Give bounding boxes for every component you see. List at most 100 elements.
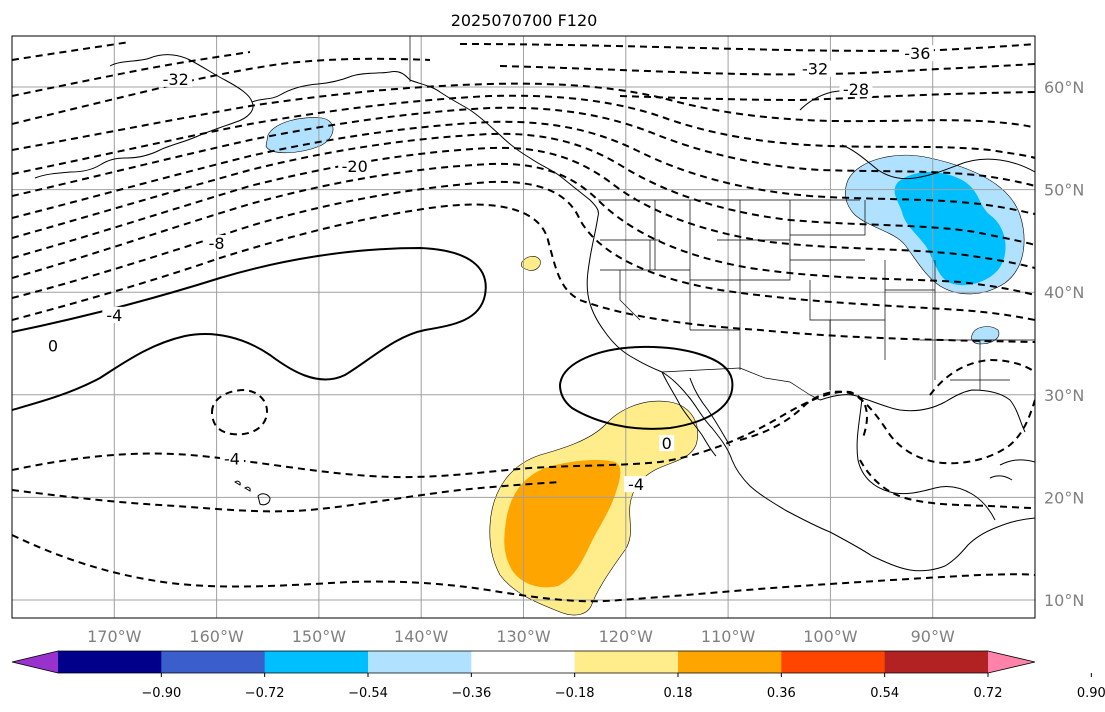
- shade-east-pacific-orange: [504, 460, 621, 588]
- coast-gulf: [819, 389, 1026, 521]
- contour-label: 0: [662, 434, 672, 453]
- contour-label: -4: [628, 475, 644, 494]
- colorbar-tick-label: −0.18: [555, 686, 595, 701]
- colorbar-segment: [264, 651, 369, 673]
- contour-neg-15: [619, 91, 1035, 102]
- contour-neg-13: [459, 43, 1035, 52]
- contour-label-bg: [900, 45, 934, 62]
- colorbar-tick-label: −0.36: [451, 686, 491, 701]
- contour-zero-baja: [558, 345, 734, 430]
- longitude-labels: 170°W 160°W 150°W 140°W 130°W 120°W 110°W 100°W…: [87, 627, 955, 646]
- contour-label-bg: [102, 306, 127, 323]
- colorbar-segment: [574, 651, 679, 673]
- latitude-labels: 60°N 50°N 40°N 30°N 20°N 10°N: [1044, 78, 1084, 610]
- contour-neg-5: [12, 132, 1035, 246]
- coast-hawaii: [234, 480, 271, 506]
- contour-label-bg: [798, 60, 832, 77]
- latitude-label: 40°N: [1044, 283, 1084, 302]
- longitude-label: 140°W: [394, 627, 449, 646]
- colorbar-segment: [368, 651, 472, 673]
- colorbar-extend-high: [988, 651, 1035, 673]
- contour-neg-12: [12, 41, 131, 61]
- map-title: 2025070700 F120: [451, 11, 598, 30]
- contour-neg-south-5: [859, 459, 1035, 509]
- colorbar-outline: [11, 650, 1036, 674]
- contour-label-bg: [338, 158, 372, 175]
- latitude-label: 20°N: [1044, 488, 1084, 507]
- colorbar-tick-label: −0.54: [348, 686, 388, 701]
- contour-neg-hawaii-circle: [210, 388, 268, 436]
- contour-label: -20: [342, 157, 368, 176]
- colorbar-tick-label: 0.18: [664, 686, 693, 701]
- longitude-label: 90°W: [911, 627, 955, 646]
- latitude-label: 10°N: [1044, 591, 1084, 610]
- coast-caribbean: [989, 459, 1035, 481]
- contour-label-bg: [624, 476, 649, 493]
- coast-alaska: [34, 54, 599, 217]
- contour-neg-6: [12, 120, 1035, 219]
- contour-label-bg: [45, 337, 61, 354]
- colorbar-segment: [58, 651, 162, 673]
- longitude-label: 130°W: [496, 627, 551, 646]
- colorbar-tick-label: 0.54: [870, 686, 899, 701]
- contour-labels: -32 -20 -8 -4 0 -4 0 -4 -32 -28 -36: [45, 44, 934, 494]
- contour-neg-11: [12, 51, 251, 97]
- contour-label: -36: [904, 44, 930, 63]
- contour-label: -28: [843, 80, 869, 99]
- colorbar: −0.90 −0.72 −0.54 −0.36 −0.18 0.18 0.36 0.54 0.7…: [11, 650, 1105, 701]
- longitude-label: 110°W: [701, 627, 756, 646]
- map-frame: [11, 35, 1036, 619]
- latitude-label: 30°N: [1044, 386, 1084, 405]
- latitude-label: 50°N: [1044, 181, 1084, 200]
- contour-label-bg: [159, 70, 193, 87]
- contour-zero-pacific: [12, 246, 487, 411]
- contour-neg-14: [499, 63, 1035, 76]
- border-us-mexico: [661, 367, 821, 401]
- latitude-label: 60°N: [1044, 78, 1084, 97]
- contour-label: -8: [209, 234, 225, 253]
- shade-alaska-light-blue: [265, 117, 334, 154]
- contour-neg-south-4: [739, 390, 1035, 465]
- longitude-label: 100°W: [803, 627, 858, 646]
- contour-label-bg: [839, 81, 873, 98]
- colorbar-tick-label: 0.72: [974, 686, 1003, 701]
- colorbar-tick-label: 0.90: [1077, 686, 1105, 701]
- contour-neg-8: [12, 94, 1035, 175]
- contour-label: 0: [48, 337, 58, 356]
- contour-label-bg: [204, 235, 229, 252]
- colorbar-segment: [678, 651, 782, 673]
- colorbar-tick-label: 0.36: [767, 686, 796, 701]
- longitude-label: 170°W: [87, 627, 142, 646]
- colorbar-segment: [161, 651, 266, 673]
- colorbar-tick-label: −0.72: [245, 686, 285, 701]
- colorbar-segment: [781, 651, 886, 673]
- longitude-label: 150°W: [292, 627, 347, 646]
- colorbar-tick-label: −0.90: [141, 686, 181, 701]
- contour-label: -4: [224, 449, 240, 468]
- contour-neg-south-1: [12, 390, 868, 479]
- contour-label-bg: [659, 435, 675, 452]
- contour-layer: [12, 41, 1035, 603]
- contour-neg-7: [12, 106, 1035, 197]
- longitude-label: 160°W: [189, 627, 244, 646]
- contour-label: -4: [106, 306, 122, 325]
- longitude-label: 120°W: [599, 627, 654, 646]
- contour-neg-south-2: [12, 481, 561, 513]
- contour-neg-9: [12, 82, 1035, 151]
- graticule: [12, 36, 1035, 618]
- contour-label-bg: [219, 450, 244, 467]
- contour-neg-10: [12, 57, 431, 125]
- shade-offshore-yellow: [520, 256, 541, 271]
- contour-neg-south-3: [12, 534, 1035, 603]
- colorbar-extend-low: [12, 651, 58, 673]
- colorbar-segment: [884, 651, 989, 673]
- map-area: -32 -20 -8 -4 0 -4 0 -4 -32 -28 -36: [12, 36, 1035, 618]
- contour-label: -32: [163, 70, 189, 89]
- contour-label: -32: [802, 60, 828, 79]
- coast-baja: [661, 371, 731, 457]
- political-borders: [409, 36, 1035, 401]
- colorbar-segment: [471, 651, 576, 673]
- contour-neg-1: [12, 203, 1035, 343]
- coast-us-west: [586, 215, 1035, 572]
